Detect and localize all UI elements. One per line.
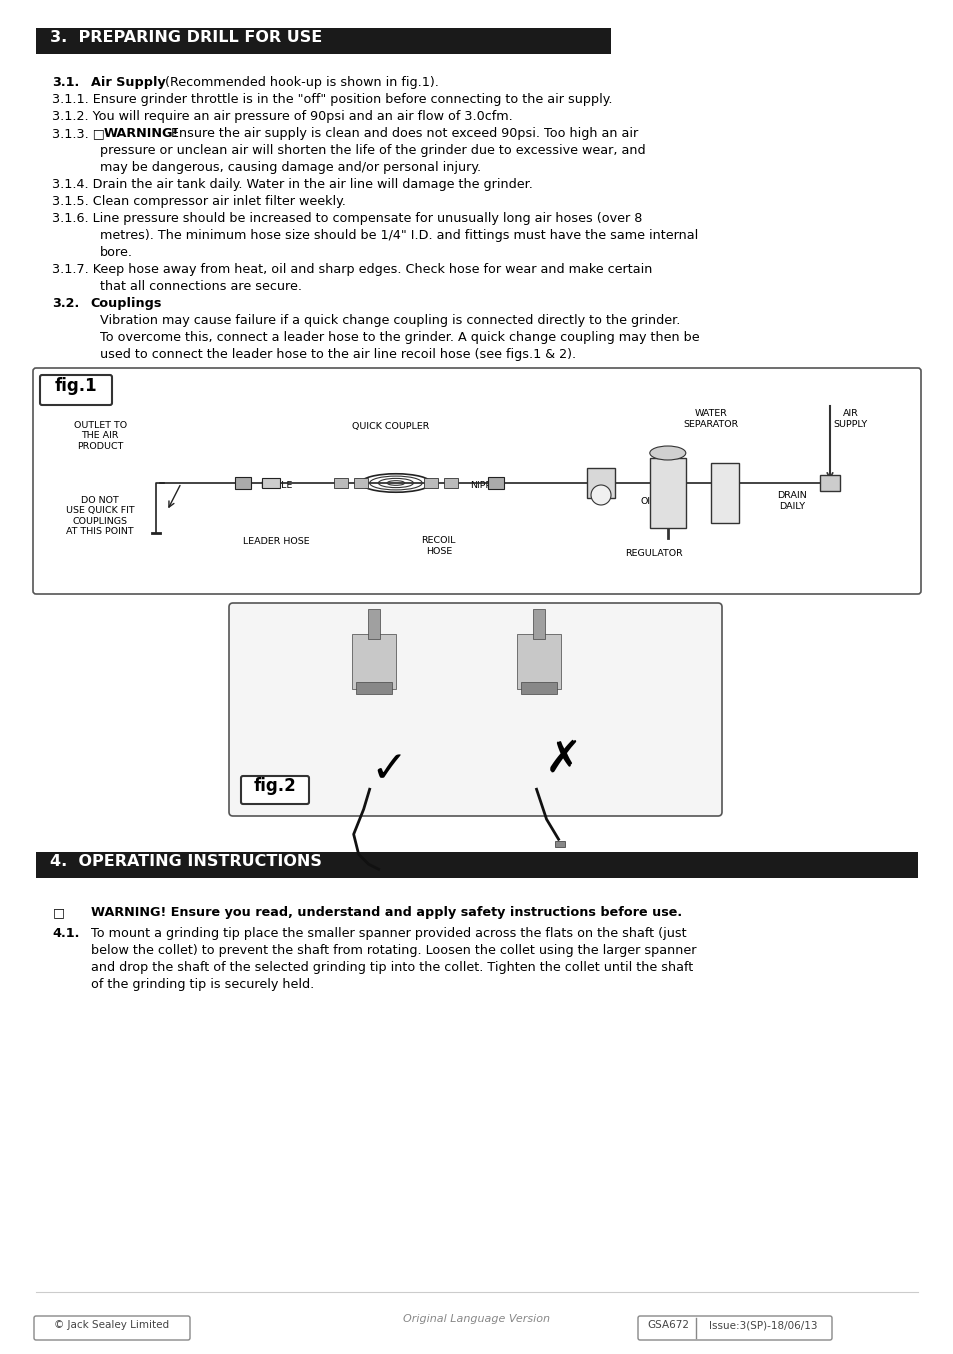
Bar: [36, 28, 610, 54]
Text: 3.1.: 3.1.: [52, 76, 80, 89]
Text: ✓: ✓: [370, 747, 407, 791]
Bar: [235, 477, 251, 489]
Text: WARNING!: WARNING!: [103, 127, 178, 139]
Bar: [355, 682, 392, 695]
Text: below the collet) to prevent the shaft from rotating. Loosen the collet using th: below the collet) to prevent the shaft f…: [91, 944, 696, 957]
Text: fig.1: fig.1: [54, 376, 97, 395]
Text: of the grinding tip is securely held.: of the grinding tip is securely held.: [91, 978, 314, 991]
Bar: [423, 478, 437, 487]
Text: NIPPLE: NIPPLE: [470, 482, 502, 490]
Text: and drop the shaft of the selected grinding tip into the collet. Tighten the col: and drop the shaft of the selected grind…: [91, 961, 692, 974]
Text: Issue:3(SP)-18/06/13: Issue:3(SP)-18/06/13: [708, 1320, 817, 1330]
Text: AIR
SUPPLY: AIR SUPPLY: [833, 409, 867, 429]
Text: Ensure the air supply is clean and does not exceed 90psi. Too high an air: Ensure the air supply is clean and does …: [168, 127, 639, 139]
Bar: [516, 634, 560, 689]
FancyBboxPatch shape: [40, 375, 112, 405]
Bar: [354, 478, 368, 487]
Bar: [334, 478, 348, 487]
Text: WATER
SEPARATOR: WATER SEPARATOR: [682, 409, 738, 429]
Text: 3.2.: 3.2.: [52, 297, 80, 310]
Bar: [710, 463, 739, 523]
Bar: [649, 458, 685, 528]
Bar: [532, 609, 544, 639]
Text: DO NOT
USE QUICK FIT
COUPLINGS
AT THIS POINT: DO NOT USE QUICK FIT COUPLINGS AT THIS P…: [66, 496, 134, 536]
Text: LEADER HOSE: LEADER HOSE: [243, 536, 310, 546]
Bar: [262, 478, 280, 487]
Bar: [36, 852, 917, 877]
Text: 4.  OPERATING INSTRUCTIONS: 4. OPERATING INSTRUCTIONS: [50, 853, 321, 868]
Text: metres). The minimum hose size should be 1/4" I.D. and fittings must have the sa: metres). The minimum hose size should be…: [100, 229, 698, 242]
Bar: [443, 478, 457, 487]
Text: GSA672: GSA672: [646, 1320, 688, 1330]
Bar: [820, 475, 839, 492]
Text: used to connect the leader hose to the air line recoil hose (see figs.1 & 2).: used to connect the leader hose to the a…: [100, 348, 576, 362]
Text: 3.1.4. Drain the air tank daily. Water in the air line will damage the grinder.: 3.1.4. Drain the air tank daily. Water i…: [52, 177, 533, 191]
FancyBboxPatch shape: [33, 368, 920, 594]
Text: (Recommended hook-up is shown in fig.1).: (Recommended hook-up is shown in fig.1).: [160, 76, 438, 89]
Bar: [554, 841, 564, 848]
Text: REGULATOR: REGULATOR: [625, 550, 682, 558]
Text: that all connections are secure.: that all connections are secure.: [100, 280, 302, 292]
Text: To overcome this, connect a leader hose to the grinder. A quick change coupling : To overcome this, connect a leader hose …: [100, 330, 700, 344]
Text: QUICK COUPLER: QUICK COUPLER: [352, 421, 430, 431]
Text: 3.1.6. Line pressure should be increased to compensate for unusually long air ho: 3.1.6. Line pressure should be increased…: [52, 213, 642, 225]
Text: Air Supply: Air Supply: [91, 76, 165, 89]
Bar: [367, 609, 379, 639]
FancyBboxPatch shape: [241, 776, 309, 804]
Text: Vibration may cause failure if a quick change coupling is connected directly to : Vibration may cause failure if a quick c…: [100, 314, 679, 328]
Text: OUTLET TO
THE AIR
PRODUCT: OUTLET TO THE AIR PRODUCT: [73, 421, 127, 451]
Text: Original Language Version: Original Language Version: [403, 1313, 550, 1324]
Text: OILER: OILER: [639, 497, 668, 505]
Text: ✗: ✗: [544, 738, 581, 781]
Text: WARNING! Ensure you read, understand and apply safety instructions before use.: WARNING! Ensure you read, understand and…: [91, 906, 681, 919]
Text: 3.1.5. Clean compressor air inlet filter weekly.: 3.1.5. Clean compressor air inlet filter…: [52, 195, 346, 209]
Text: 3.1.3. □: 3.1.3. □: [52, 127, 109, 139]
Text: Couplings: Couplings: [91, 297, 162, 310]
Text: To mount a grinding tip place the smaller spanner provided across the flats on t: To mount a grinding tip place the smalle…: [91, 927, 685, 940]
Bar: [586, 468, 615, 498]
Text: may be dangerous, causing damage and/or personal injury.: may be dangerous, causing damage and/or …: [100, 161, 481, 175]
Ellipse shape: [649, 445, 685, 460]
FancyBboxPatch shape: [638, 1316, 831, 1340]
FancyBboxPatch shape: [229, 603, 721, 816]
Text: □: □: [52, 906, 65, 919]
Bar: [352, 634, 395, 689]
Text: © Jack Sealey Limited: © Jack Sealey Limited: [54, 1320, 170, 1330]
Text: 4.1.: 4.1.: [52, 927, 80, 940]
Ellipse shape: [591, 485, 610, 505]
Text: DRAIN
DAILY: DRAIN DAILY: [776, 492, 806, 510]
Bar: [520, 682, 556, 695]
Text: 3.1.1. Ensure grinder throttle is in the "off" position before connecting to the: 3.1.1. Ensure grinder throttle is in the…: [52, 93, 613, 106]
Text: pressure or unclean air will shorten the life of the grinder due to excessive we: pressure or unclean air will shorten the…: [100, 144, 645, 157]
Text: 3.1.7. Keep hose away from heat, oil and sharp edges. Check hose for wear and ma: 3.1.7. Keep hose away from heat, oil and…: [52, 263, 652, 276]
Text: fig.2: fig.2: [253, 777, 296, 795]
Text: 3.  PREPARING DRILL FOR USE: 3. PREPARING DRILL FOR USE: [50, 30, 322, 45]
FancyBboxPatch shape: [34, 1316, 190, 1340]
Text: NIPPLE: NIPPLE: [260, 482, 293, 490]
Bar: [488, 477, 503, 489]
Text: RECOIL
HOSE: RECOIL HOSE: [421, 536, 456, 555]
Text: bore.: bore.: [100, 246, 133, 259]
Text: 3.1.2. You will require an air pressure of 90psi and an air flow of 3.0cfm.: 3.1.2. You will require an air pressure …: [52, 110, 513, 123]
